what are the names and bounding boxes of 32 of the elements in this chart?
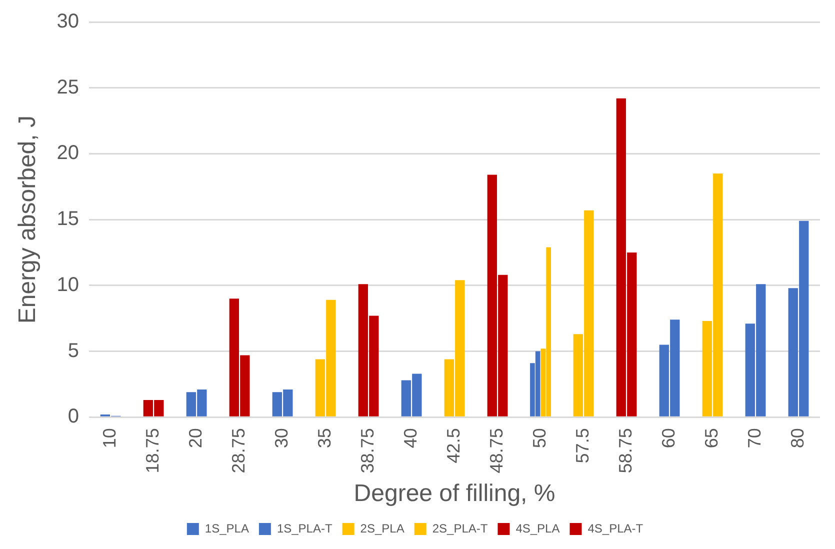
y-tick-label: 10	[56, 274, 80, 296]
x-tick-label: 35	[314, 428, 334, 448]
y-tick-label: 5	[68, 340, 80, 362]
x-tick-label: 48.75	[486, 428, 506, 474]
legend-label: 4S_PLA	[516, 521, 560, 536]
x-tick-label: 58.75	[615, 428, 636, 474]
x-tick-label: 57.5	[572, 428, 592, 464]
x-tick-label: 65	[701, 428, 722, 448]
legend-label: 4S_PLA-T	[588, 521, 644, 536]
legend-label: 2S_PLA	[360, 521, 404, 536]
x-tick-label: 28.75	[228, 428, 249, 474]
x-tick-label: 70	[744, 428, 764, 448]
legend-label: 2S_PLA-T	[432, 521, 488, 536]
y-tick-label: 0	[68, 406, 80, 428]
x-tick-label: 38.75	[357, 428, 378, 474]
x-tick-label: 18.75	[142, 428, 163, 474]
y-tick-label: 20	[56, 142, 80, 164]
y-tick-label: 15	[56, 208, 80, 230]
x-tick-label: 50	[529, 428, 550, 448]
x-tick-label: 20	[186, 428, 206, 448]
y-tick-label: 30	[56, 10, 80, 33]
legend-label: 1S_PLA-T	[276, 521, 333, 536]
x-tick-label: 42.5	[443, 428, 464, 464]
y-tick-label: 25	[56, 76, 80, 98]
legend-label: 1S_PLA	[204, 521, 249, 536]
x-tick-label: 60	[658, 428, 678, 448]
y-axis-title: Energy absorbed, J	[14, 116, 42, 324]
x-tick-label: 10	[100, 428, 120, 448]
x-tick-label: 80	[787, 428, 808, 448]
x-tick-label: 30	[272, 428, 292, 448]
x-tick-label: 40	[400, 428, 420, 448]
x-axis-title: Degree of filling, %	[354, 480, 556, 508]
